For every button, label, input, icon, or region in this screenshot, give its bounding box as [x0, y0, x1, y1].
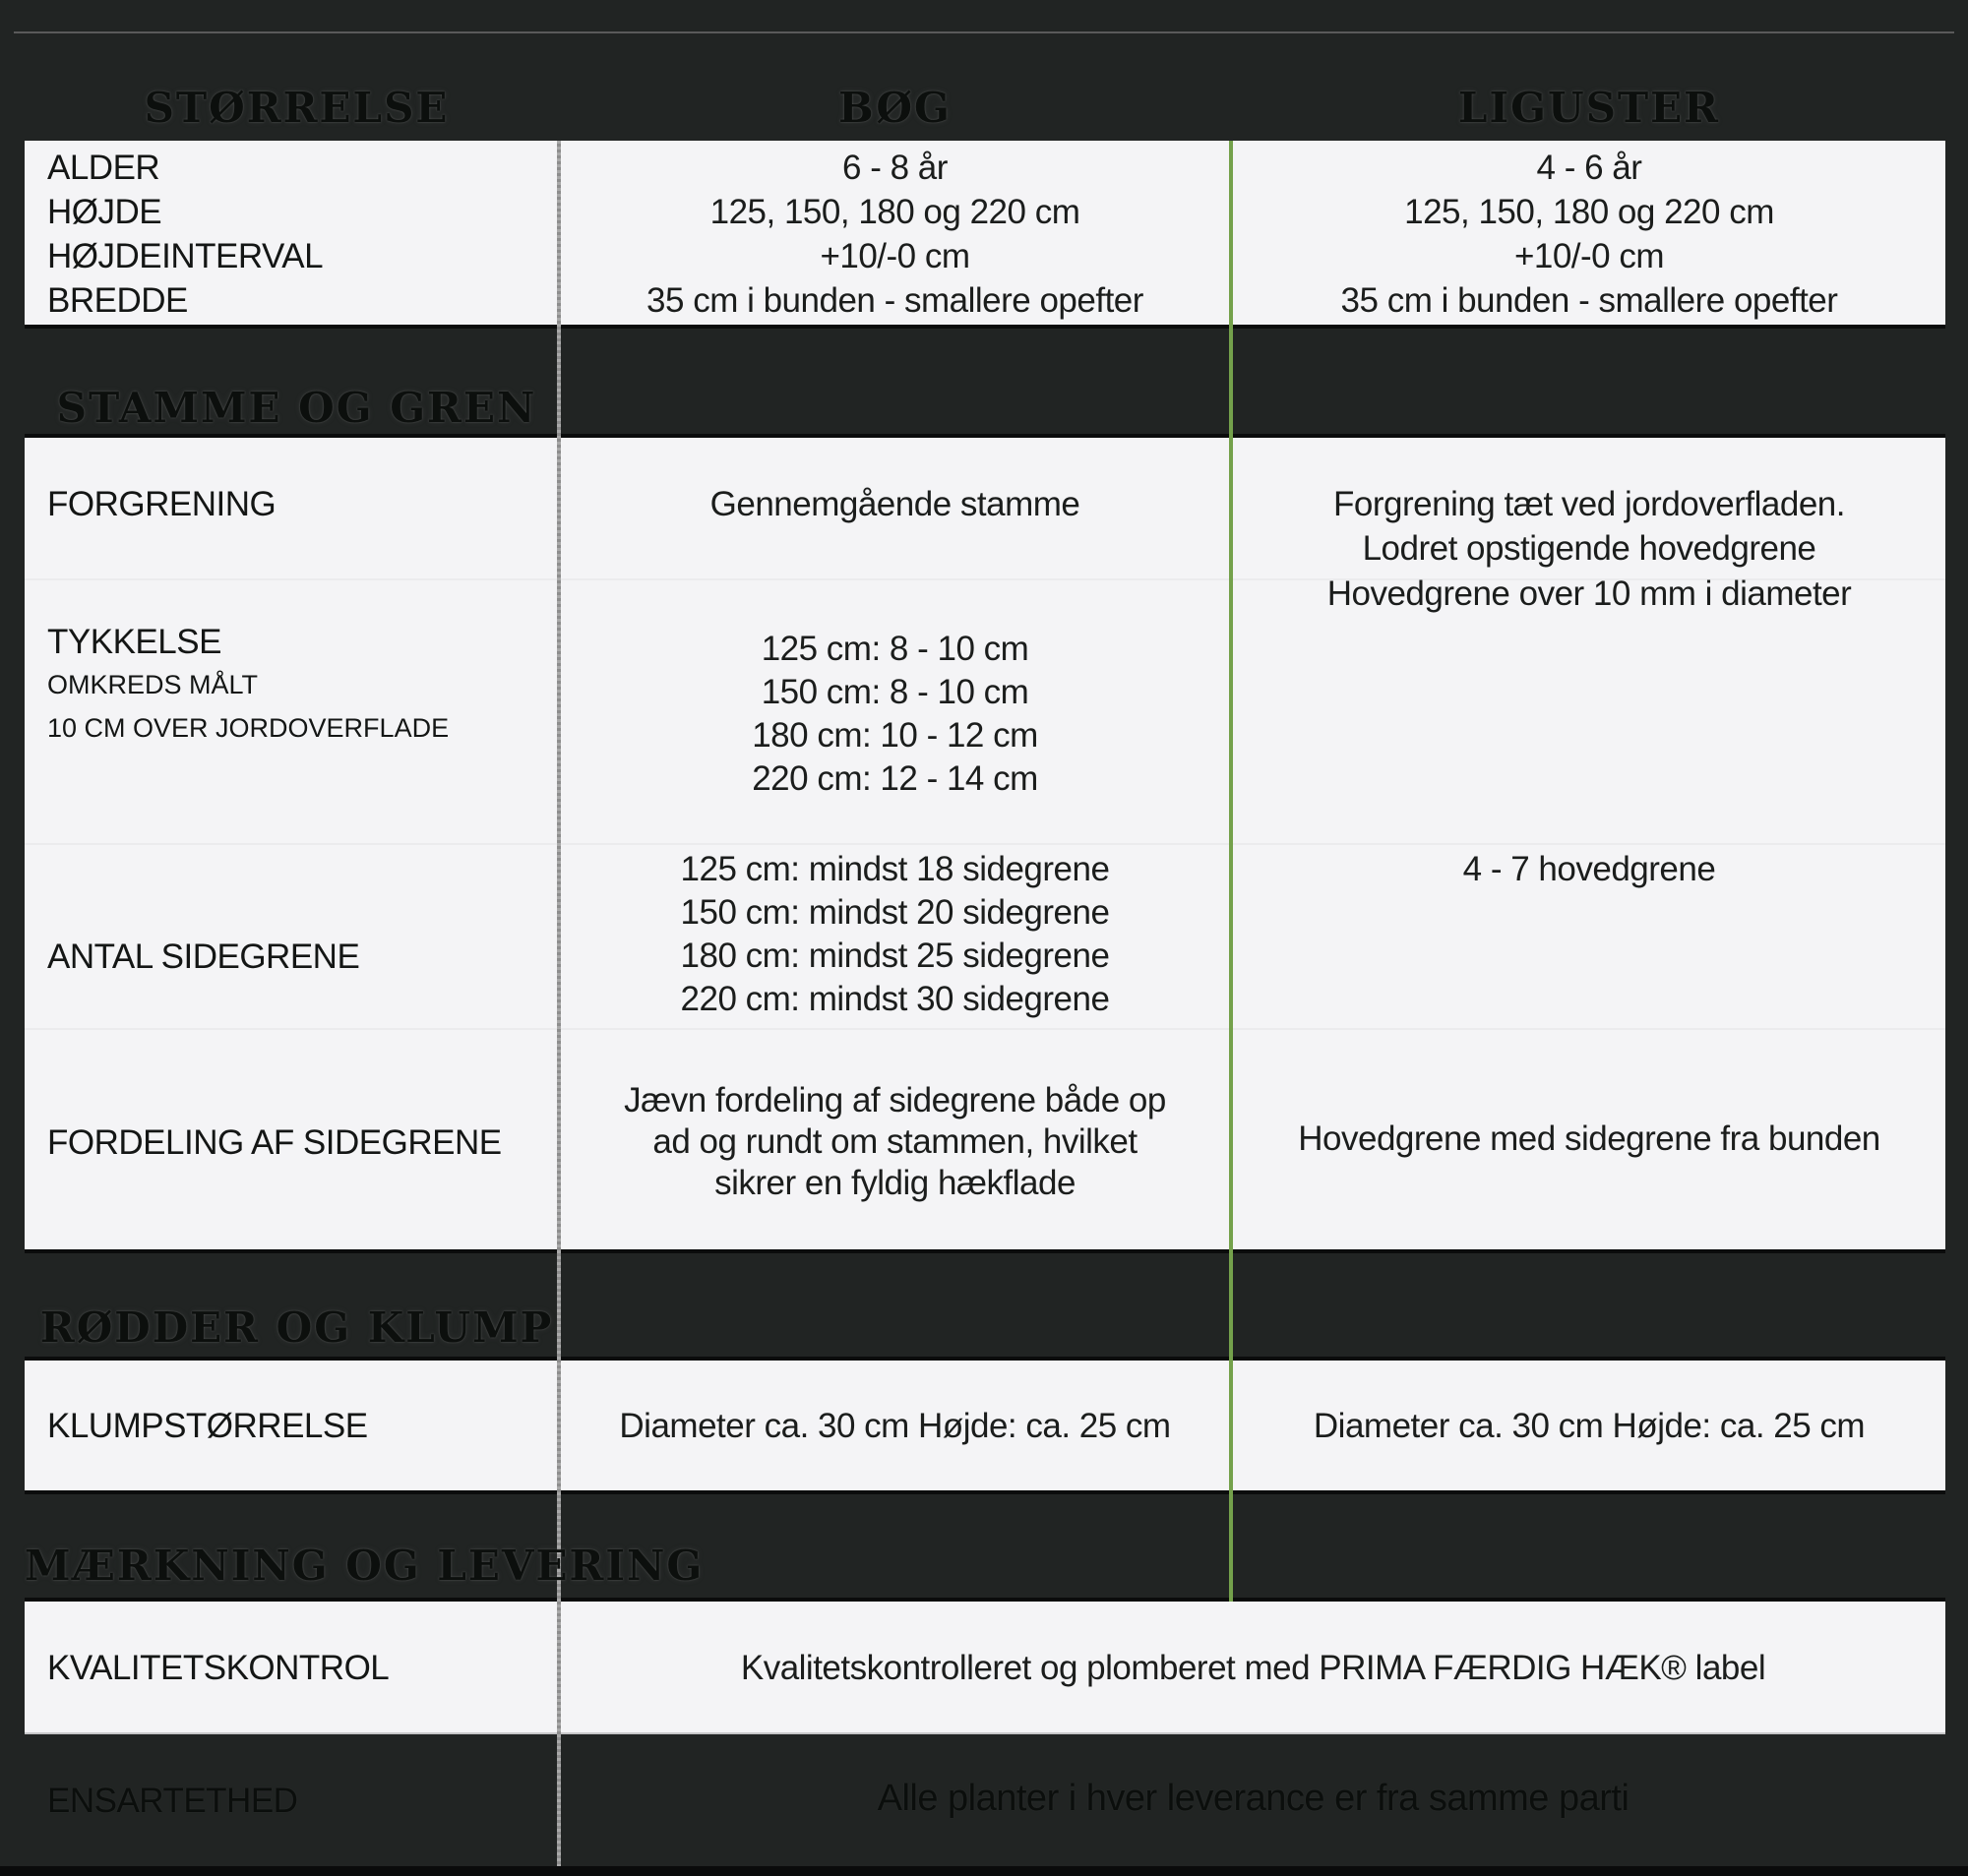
label-tykkelse-sub1: OMKREDS MÅLT [47, 670, 259, 699]
bog-forgrening: Gennemgående stamme [709, 485, 1080, 523]
row-separator [25, 578, 1945, 580]
label-tykkelse-sub2: 10 CM OVER JORDOVERFLADE [47, 713, 450, 743]
label-forgrening: FORGRENING [47, 485, 277, 523]
label-hojdeinterval: HØJDEINTERVAL [47, 237, 324, 275]
liguster-bredde: 35 cm i bunden - smallere opefter [1340, 281, 1838, 320]
bog-tykkelse-220: 220 cm: 12 - 14 cm [752, 759, 1038, 798]
bog-hojde: 125, 150, 180 og 220 cm [709, 193, 1080, 231]
liguster-hojde: 125, 150, 180 og 220 cm [1404, 193, 1774, 231]
bog-bredde: 35 cm i bunden - smallere opefter [646, 281, 1143, 320]
value-kvalitetskontrol: Kvalitetskontrolleret og plomberet med P… [740, 1649, 1766, 1687]
liguster-klumpstorrelse: Diameter ca. 30 cm Højde: ca. 25 cm [1313, 1407, 1866, 1445]
liguster-hojdeinterval: +10/-0 cm [1513, 237, 1665, 275]
size-values-liguster: 4 - 6 år 125, 150, 180 og 220 cm +10/-0 … [1233, 146, 1945, 323]
label-antal-sidegrene: ANTAL SIDEGRENE [47, 938, 360, 976]
section-header-maerkning-og-levering: MÆRKNING OG LEVERING [25, 1542, 705, 1590]
bog-tykkelse: 125 cm: 8 - 10 cm 150 cm: 8 - 10 cm 180 … [561, 628, 1229, 801]
liguster-antal-sidegrene: 4 - 7 hovedgrene [1462, 850, 1716, 888]
top-divider-line [14, 31, 1954, 33]
liguster-tykkelse: Hovedgrene over 10 mm i diameter [1326, 575, 1852, 613]
size-values-bog: 6 - 8 år 125, 150, 180 og 220 cm +10/-0 … [561, 146, 1229, 323]
border-line-light [25, 1732, 1945, 1734]
label-tykkelse: TYKKELSE [47, 623, 221, 661]
liguster-forgrening-line1: Forgrening tæt ved jordoverfladen. [1333, 485, 1845, 523]
label-column-divider [557, 141, 561, 1866]
bog-antal-180: 180 cm: mindst 25 sidegrene [680, 937, 1110, 975]
bog-tykkelse-150: 150 cm: 8 - 10 cm [761, 673, 1029, 711]
bog-fordeling-line3: sikrer en fyldig hækflade [714, 1164, 1076, 1202]
kvalitet-row-background [25, 1602, 1945, 1732]
label-klumpstorrelse: KLUMPSTØRRELSE [47, 1407, 368, 1445]
size-labels: ALDER HØJDE HØJDEINTERVAL BREDDE [47, 146, 559, 323]
border-line [25, 325, 1945, 329]
value-ensartethed: Alle planter i hver leverance er fra sam… [877, 1778, 1630, 1819]
bog-fordeling: Jævn fordeling af sidegrene både op ad o… [561, 1080, 1229, 1204]
bog-antal-150: 150 cm: mindst 20 sidegrene [680, 893, 1110, 932]
border-line [25, 1598, 1945, 1602]
label-alder: ALDER [47, 149, 160, 187]
liguster-forgrening: Forgrening tæt ved jordoverfladen. Lodre… [1233, 482, 1945, 571]
bog-antal-220: 220 cm: mindst 30 sidegrene [680, 980, 1110, 1018]
bog-liguster-divider [1229, 141, 1233, 1602]
section-header-rodder-og-klump: RØDDER OG KLUMP [39, 1303, 554, 1352]
label-ensartethed: ENSARTETHED [47, 1782, 298, 1820]
bog-hojdeinterval: +10/-0 cm [820, 237, 970, 275]
row-separator [25, 843, 1945, 845]
border-line [25, 1249, 1945, 1253]
bog-antal-sidegrene: 125 cm: mindst 18 sidegrene 150 cm: mind… [561, 848, 1229, 1021]
column-header-bog: BØG [838, 84, 952, 132]
bog-tykkelse-125: 125 cm: 8 - 10 cm [761, 630, 1029, 668]
liguster-fordeling: Hovedgrene med sidegrene fra bunden [1298, 1120, 1880, 1158]
liguster-alder: 4 - 6 år [1536, 149, 1642, 187]
bog-antal-125: 125 cm: mindst 18 sidegrene [680, 850, 1110, 888]
section-header-stamme-og-gren: STAMME OG GREN [56, 384, 537, 432]
row-separator [25, 1028, 1945, 1030]
column-header-storrelse: STØRRELSE [144, 84, 450, 132]
liguster-forgrening-line2: Lodret opstigende hovedgrene [1362, 529, 1816, 568]
label-kvalitetskontrol: KVALITETSKONTROL [47, 1649, 390, 1687]
bog-tykkelse-180: 180 cm: 10 - 12 cm [752, 716, 1038, 755]
bog-klumpstorrelse: Diameter ca. 30 cm Højde: ca. 25 cm [619, 1407, 1171, 1445]
column-header-liguster: LIGUSTER [1457, 84, 1721, 132]
bog-fordeling-line2: ad og rundt om stammen, hvilket [652, 1122, 1138, 1161]
border-line [25, 434, 1945, 438]
label-fordeling: FORDELING AF SIDEGRENE [47, 1123, 502, 1162]
bottom-border [0, 1866, 1968, 1876]
border-line [25, 1357, 1945, 1361]
klump-row-background [25, 1361, 1945, 1490]
border-line [25, 1490, 1945, 1494]
size-row-background [25, 141, 1945, 325]
bog-fordeling-line1: Jævn fordeling af sidegrene både op [624, 1081, 1166, 1120]
label-bredde: BREDDE [47, 281, 188, 320]
label-hojde: HØJDE [47, 193, 162, 231]
bog-alder: 6 - 8 år [842, 149, 948, 187]
